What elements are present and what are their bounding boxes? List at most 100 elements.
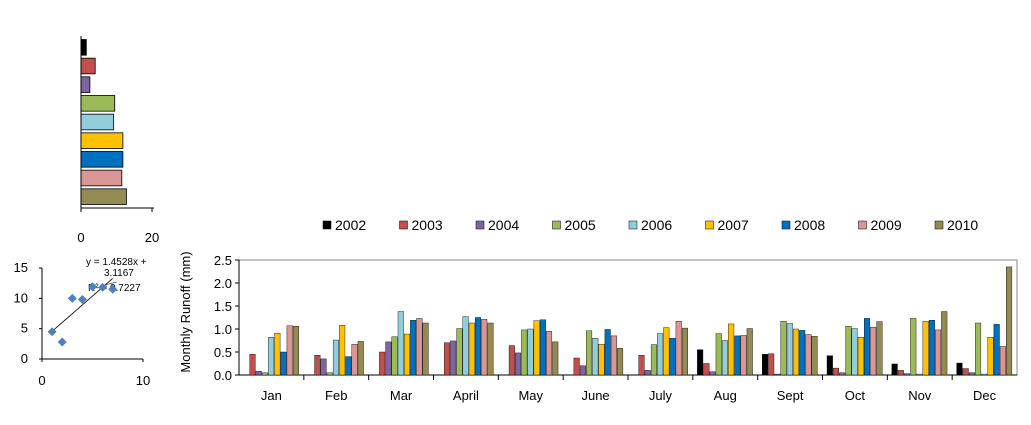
bar-2005-Oct [845, 326, 852, 376]
bar-2008-Dec [993, 324, 1000, 376]
month-label-Oct: Oct [845, 388, 866, 403]
bar-2010-Jan [292, 326, 299, 376]
bar-2010-May [552, 341, 559, 376]
bar-2005-May [521, 329, 528, 376]
bar-2004-April [450, 340, 457, 376]
bar-2005-April [456, 328, 463, 376]
main-y-tick-label: 2.5 [214, 253, 232, 268]
bar-2006-Dec [981, 373, 988, 376]
bar-2009-Aug [740, 335, 747, 376]
bar-2006-Aug [721, 340, 728, 376]
legend-swatch-2005 [552, 220, 561, 230]
bar-2002-Nov [891, 363, 898, 376]
bar-2002-Aug [697, 349, 704, 376]
hbar-2009 [80, 169, 123, 187]
bar-2005-July [650, 344, 657, 376]
bar-2006-April [462, 316, 469, 376]
bar-2006-Nov [916, 373, 923, 376]
legend-swatch-2010 [934, 220, 944, 230]
bar-2005-Nov [910, 318, 917, 376]
month-label-Dec: Dec [973, 388, 997, 403]
bar-2005-Mar [391, 336, 398, 376]
bar-2009-Sept [805, 334, 812, 376]
bar-2007-May [533, 320, 540, 376]
scatter-point [88, 282, 97, 292]
label-leader-line [104, 281, 117, 286]
main-y-tick-label: 0.5 [214, 345, 232, 360]
legend-swatch-2007 [705, 220, 714, 230]
hbar-2006 [80, 113, 115, 131]
scatter-point [77, 295, 87, 305]
bar-2008-Aug [734, 335, 741, 376]
bar-2003-May [508, 345, 515, 376]
bar-2008-Jan [280, 351, 287, 376]
hbar-2010 [80, 188, 127, 205]
bar-2008-Feb [345, 356, 352, 376]
bar-2010-April [487, 322, 494, 376]
bar-2008-Nov [928, 320, 935, 376]
horizontal-bar-chart: 0 20 [77, 36, 159, 245]
main-y-tick-label: 2.0 [214, 276, 232, 291]
month-label-Aug: Aug [714, 388, 737, 403]
bar-2003-Dec [962, 368, 969, 376]
legend-swatch-2003 [399, 220, 408, 230]
bar-2009-Oct [870, 326, 877, 376]
bar-2002-Sept [761, 354, 768, 376]
bar-2009-Mar [416, 318, 423, 376]
bar-2004-May [515, 352, 522, 376]
scatter-point [47, 327, 57, 337]
hbar-x-tick-label: 0 [77, 230, 84, 245]
bar-2008-Oct [864, 318, 871, 376]
main-y-tick-label: 1.5 [214, 299, 232, 314]
bar-2010-Sept [811, 336, 818, 376]
bar-2006-July [657, 333, 664, 376]
bar-2004-Feb [320, 358, 327, 376]
legend-swatch-2009 [858, 220, 867, 230]
bar-2004-Oct [839, 372, 846, 376]
bar-2007-Feb [339, 325, 346, 376]
bar-2004-Sept [774, 373, 781, 376]
month-label-April: April [453, 388, 479, 403]
bar-2005-Feb [326, 372, 333, 376]
bar-2007-Oct [857, 337, 864, 376]
month-label-Nov: Nov [908, 388, 932, 403]
legend-swatch-2008 [781, 220, 791, 230]
bar-2010-Oct [876, 321, 883, 376]
bar-2008-Sept [799, 330, 806, 376]
bar-2006-Sept [786, 323, 793, 376]
scatter-chart: y = 1.4528x + 3.1167 R² = 0.7227 0510150… [14, 257, 151, 388]
scatter-y-tick-label: 0 [21, 351, 28, 366]
bar-2007-June [598, 343, 605, 376]
scatter-x-tick-label: 0 [38, 373, 45, 388]
bar-2004-Nov [904, 373, 911, 376]
bar-2006-Mar [397, 311, 404, 376]
month-label-July: July [649, 388, 673, 403]
legend: 2002 2003 2004 2005 2006 2007 2008 2009 2010 [322, 217, 978, 233]
month-label-May: May [518, 388, 543, 403]
bar-2005-Sept [780, 320, 787, 376]
monthly-runoff-bar-chart: 0.0 0.5 1.0 1.5 2.0 2.5 Jan Feb Mar April May June J… [214, 253, 1018, 403]
bar-2007-July [663, 327, 670, 376]
bar-2004-July [644, 370, 651, 376]
month-label-Sept: Sept [777, 388, 804, 403]
main-y-tick-label: 1.0 [214, 322, 232, 337]
legend-swatch-2004 [475, 220, 485, 230]
bar-2004-June [579, 365, 586, 376]
bar-2003-Mar [379, 351, 386, 376]
legend-swatch-2006 [628, 220, 638, 230]
bar-2007-April [468, 322, 475, 376]
bar-2010-June [617, 348, 624, 376]
bar-2005-Jan [261, 372, 268, 376]
main-y-tick-label: 0.0 [214, 368, 232, 383]
scatter-y-tick-label: 5 [21, 321, 28, 336]
bar-2005-June [586, 330, 593, 376]
legend-label-2003: 2003 [412, 217, 443, 233]
bar-2006-June [592, 338, 599, 376]
trend-equation-line2: 3.1167 [104, 268, 134, 279]
legend-label-2002: 2002 [335, 217, 366, 233]
bar-2005-Aug [715, 333, 722, 376]
bar-2007-Sept [792, 328, 799, 376]
trend-equation-line1: y = 1.4528x + [86, 257, 147, 268]
bar-2009-Jan [286, 325, 293, 376]
bar-2006-May [527, 328, 534, 376]
